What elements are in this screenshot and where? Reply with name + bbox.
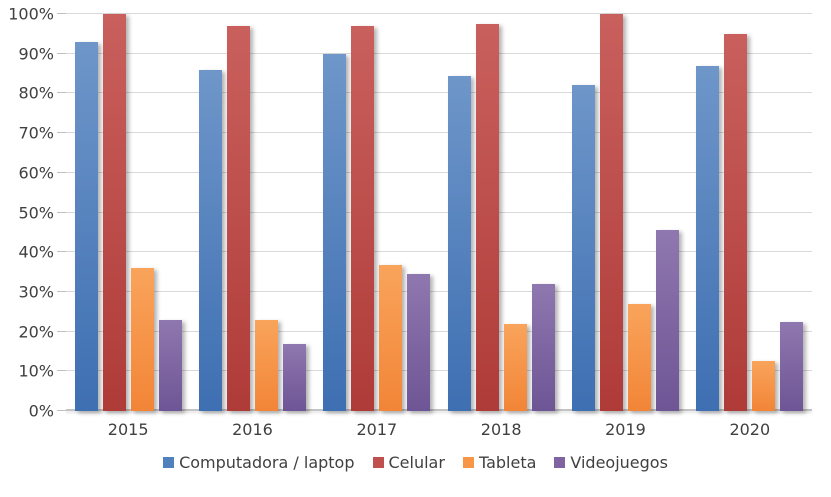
bar-videojuegos-2015 [158, 319, 182, 411]
y-axis-tick-label: 40% [18, 242, 54, 262]
y-axis-tick-label: 100% [8, 4, 54, 24]
legend-swatch-icon [372, 457, 384, 468]
bar-computadora-laptop-2020 [696, 65, 720, 411]
x-axis-label-2017: 2017 [356, 420, 398, 439]
gridline [66, 211, 812, 213]
x-axis-label-2015: 2015 [107, 420, 149, 439]
gridline [66, 330, 812, 332]
bar-videojuegos-2020 [780, 321, 804, 411]
gridline [66, 290, 812, 292]
x-axis: 2015 2016 2017 2018 2019 2020 [66, 420, 812, 439]
legend-item-celular: Celular [372, 453, 445, 472]
legend: Computadora / laptop Celular Tableta Videoj… [0, 453, 831, 472]
bar-celular-2019 [599, 14, 623, 411]
bar-videojuegos-2019 [655, 230, 679, 411]
y-axis-tick-label: 10% [18, 361, 54, 381]
legend-item-tableta: Tableta [462, 453, 537, 472]
y-axis-tick [57, 92, 66, 94]
gridline [66, 171, 812, 173]
bar-tableta-2020 [752, 361, 776, 411]
y-axis-tick [57, 290, 66, 292]
gridline [66, 13, 812, 14]
y-axis-tick-label: 0% [28, 401, 54, 421]
y-axis-tick [57, 13, 66, 14]
legend-label: Computadora / laptop [179, 453, 355, 472]
bar-videojuegos-2016 [282, 343, 306, 411]
bar-videojuegos-2018 [531, 283, 555, 411]
bar-group-2017 [315, 14, 439, 411]
bar-computadora-laptop-2015 [74, 41, 98, 411]
legend-label: Videojuegos [570, 453, 668, 472]
y-axis-tick-label: 50% [18, 203, 54, 222]
x-axis-label-2020: 2020 [729, 420, 771, 439]
x-axis-label-2016: 2016 [232, 420, 273, 439]
legend-label: Tableta [478, 453, 537, 472]
y-axis: 0% 10% 20% 30% 40% 50% 60% 70% 80% 90% 100% [0, 5, 54, 421]
bar-celular-2015 [102, 14, 126, 411]
bar-celular-2017 [351, 25, 375, 411]
y-axis-tick-label: 80% [18, 83, 54, 103]
bar-tableta-2016 [254, 319, 278, 411]
bar-computadora-laptop-2018 [447, 75, 471, 411]
bar-group-2016 [190, 14, 314, 411]
legend-swatch-icon [554, 457, 566, 468]
x-axis-line [66, 409, 812, 411]
plot-area [57, 13, 812, 411]
y-axis-tick [57, 410, 66, 411]
bar-groups [66, 14, 812, 411]
legend-swatch-icon [462, 457, 474, 468]
bar-celular-2016 [226, 25, 250, 411]
bar-group-2020 [688, 14, 812, 411]
bar-tableta-2018 [503, 323, 527, 411]
y-axis-tick [57, 370, 66, 372]
legend-item-videojuegos: Videojuegos [554, 453, 668, 472]
y-axis-tick-label: 30% [18, 282, 54, 302]
gridline [66, 132, 812, 134]
bar-celular-2020 [724, 33, 748, 411]
bar-computadora-laptop-2019 [571, 85, 595, 411]
bar-tableta-2015 [130, 268, 154, 411]
bar-tableta-2017 [379, 265, 403, 411]
bar-group-2015 [66, 14, 190, 411]
bar-computadora-laptop-2016 [198, 69, 222, 411]
bar-computadora-laptop-2017 [323, 53, 347, 411]
x-axis-label-2019: 2019 [605, 420, 646, 439]
bar-celular-2018 [475, 23, 499, 411]
legend-swatch-icon [163, 457, 175, 468]
y-axis-tick [57, 171, 66, 173]
y-axis-tick-label: 60% [18, 163, 54, 183]
y-axis-tick [57, 211, 66, 213]
gridline [66, 92, 812, 94]
gridline [66, 370, 812, 372]
bar-group-2019 [563, 14, 687, 411]
y-axis-tick [57, 132, 66, 134]
y-axis-tick-label: 90% [18, 44, 54, 64]
bar-tableta-2019 [627, 303, 651, 411]
x-axis-label-2018: 2018 [480, 420, 522, 439]
legend-item-computadora-laptop: Computadora / laptop [163, 453, 355, 472]
gridline [66, 251, 812, 253]
y-axis-tick-label: 20% [18, 322, 54, 342]
y-axis-tick [57, 330, 66, 332]
y-axis-tick [57, 52, 66, 54]
legend-label: Celular [388, 453, 445, 472]
bar-group-2018 [439, 14, 563, 411]
y-axis-tick-label: 70% [18, 123, 54, 143]
bar-videojuegos-2017 [407, 274, 431, 411]
gridline [66, 52, 812, 54]
y-axis-tick [57, 251, 66, 253]
